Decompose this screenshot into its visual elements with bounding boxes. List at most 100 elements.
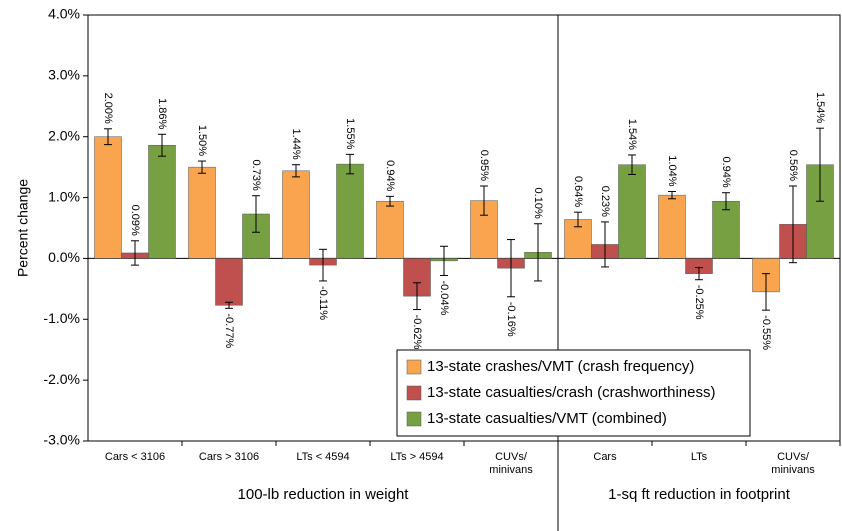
value-label: 0.94% [384, 160, 396, 191]
value-label: -0.25% [693, 285, 705, 320]
legend-label: 13-state crashes/VMT (crash frequency) [427, 358, 694, 375]
value-label-bg [626, 117, 639, 152]
value-label-bg [572, 174, 585, 209]
value-label-bg [129, 203, 142, 237]
y-tick-label: -2.0% [43, 371, 80, 387]
error-bar [413, 282, 421, 311]
x-tick-label: LTs < 4594 [296, 451, 350, 463]
x-tick-label: LTs > 4594 [390, 451, 444, 463]
value-label: 0.95% [478, 150, 490, 181]
legend-label: 13-state casualties/crash (crashworthine… [427, 384, 715, 401]
value-label: -0.16% [505, 302, 517, 337]
x-tick-label: Cars [593, 451, 617, 463]
error-bar [480, 185, 488, 216]
bar [618, 164, 646, 259]
value-label: 0.09% [129, 205, 141, 236]
value-label: -0.77% [223, 313, 235, 348]
value-label: -0.04% [438, 280, 450, 315]
error-bar [440, 245, 448, 276]
y-tick-label: 0.0% [48, 249, 80, 265]
bar [94, 136, 122, 259]
value-label: 1.50% [196, 125, 208, 156]
error-bar [601, 221, 609, 268]
value-label-bg [505, 300, 518, 338]
value-label: 0.56% [787, 150, 799, 181]
value-label-bg [223, 312, 236, 350]
y-tick-label: 1.0% [48, 188, 80, 204]
bar [336, 163, 364, 259]
y-tick-label: 4.0% [48, 6, 80, 22]
value-label: -0.55% [760, 315, 772, 350]
value-label: 1.04% [666, 155, 678, 186]
error-bar [386, 195, 394, 207]
value-label: 1.54% [626, 119, 638, 150]
value-label-bg [438, 279, 451, 317]
group-label: 1-sq ft reduction in footprint [608, 486, 791, 503]
y-tick-label: 3.0% [48, 67, 80, 83]
error-bar [292, 164, 300, 178]
y-tick-label: 2.0% [48, 127, 80, 143]
y-tick-label: -1.0% [43, 310, 80, 326]
value-label-bg [666, 154, 679, 188]
error-bar [574, 211, 582, 228]
value-label: 1.86% [156, 98, 168, 129]
value-label-bg [196, 123, 209, 158]
value-label-bg [317, 284, 330, 322]
error-bar [695, 267, 703, 281]
bar [215, 258, 243, 306]
value-label-bg [693, 283, 706, 321]
error-bar [252, 195, 260, 233]
value-label-bg [250, 158, 263, 192]
legend-swatch [406, 385, 422, 401]
error-bar [628, 154, 636, 175]
error-bar [722, 192, 730, 211]
value-label: -0.11% [317, 286, 329, 320]
value-label: 0.73% [250, 160, 262, 191]
error-bar [534, 223, 542, 282]
legend-swatch [406, 359, 422, 375]
value-label-bg [599, 184, 612, 219]
error-bar [668, 190, 676, 200]
error-bar [762, 273, 770, 311]
error-bar [507, 239, 515, 298]
bar [712, 200, 740, 259]
error-bar [346, 153, 354, 175]
error-bar [319, 248, 327, 282]
error-bar [789, 185, 797, 264]
value-label-bg [478, 148, 491, 183]
value-label-bg [384, 159, 397, 193]
x-tick-label: CUVs/ minivans [489, 451, 533, 476]
value-label-bg [290, 127, 303, 161]
value-label-bg [411, 313, 424, 351]
x-tick-label: Cars > 3106 [198, 451, 260, 463]
error-bar [158, 133, 166, 157]
value-label-bg [532, 186, 545, 220]
legend-box [396, 349, 751, 437]
value-label: 1.54% [814, 92, 826, 123]
value-label: 0.64% [572, 176, 584, 207]
value-label: 0.94% [720, 156, 732, 187]
bar [188, 166, 216, 259]
value-label: 1.55% [344, 118, 356, 149]
value-label-bg [814, 90, 827, 125]
value-label: 0.23% [599, 186, 611, 217]
value-label-bg [760, 314, 773, 352]
value-label: -0.62% [411, 315, 423, 350]
legend-label: 13-state casualties/VMT (combined) [427, 410, 667, 427]
error-bar [816, 127, 824, 202]
value-label: 0.10% [532, 188, 544, 219]
error-bar [131, 240, 139, 266]
x-tick-label: CUVs/ minivans [771, 451, 815, 476]
error-bar [198, 160, 206, 174]
x-tick-label: LTs [690, 451, 708, 463]
x-tick-label: Cars < 3106 [104, 451, 166, 463]
value-label-bg [787, 148, 800, 183]
value-label-bg [102, 91, 115, 126]
y-tick-label: -3.0% [43, 432, 80, 448]
bar [376, 200, 404, 259]
value-label-bg [344, 117, 357, 151]
error-bar [225, 301, 233, 309]
bar [658, 194, 686, 259]
